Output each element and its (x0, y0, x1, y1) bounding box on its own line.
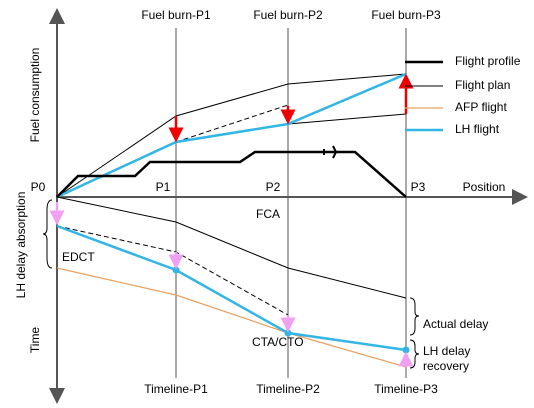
timeline-label: Timeline-P2 (256, 382, 320, 396)
y-axis-label: Time (28, 327, 42, 354)
flight-plan-fuel (56, 73, 407, 198)
position-label: P1 (156, 180, 171, 194)
position-label: P0 (31, 180, 46, 194)
brace (409, 297, 420, 336)
fuel-burn-label: Fuel burn-P3 (371, 8, 441, 22)
legend-label: LH flight (455, 122, 500, 136)
dashed-fuel (175, 104, 289, 143)
position-label: P3 (411, 180, 426, 194)
annotation: LH delay (423, 344, 470, 358)
afp-flight (56, 267, 407, 368)
brace (409, 339, 420, 369)
position-label: P2 (266, 180, 281, 194)
airplane-icon (322, 145, 342, 159)
flight-profile (56, 150, 407, 198)
annotation: FCA (256, 207, 280, 221)
pink-arrows (49, 202, 414, 367)
legend-label: Flight profile (455, 54, 521, 68)
annotation: Actual delay (423, 317, 488, 331)
timeline-label: Timeline-P3 (374, 382, 438, 396)
timeline-label: Timeline-P1 (144, 382, 208, 396)
annotation: EDCT (62, 250, 95, 264)
y-axis-label: LH delay absorption (14, 192, 28, 299)
legend-label: Flight plan (455, 78, 510, 92)
position-lines (175, 28, 407, 378)
annotation: CTA/CTO (252, 335, 304, 349)
legend-label: AFP flight (455, 100, 507, 114)
lh-flight-time (56, 224, 407, 352)
flight-plan-time (56, 196, 407, 299)
fuel-burn-label: Fuel burn-P1 (141, 8, 211, 22)
y-axis-label: Fuel consumption (28, 48, 42, 143)
brace (42, 199, 53, 269)
annotation: recovery (423, 359, 469, 373)
replan-fuel (287, 113, 407, 125)
legend: Flight profile Flight plan AFP flight LH… (405, 54, 521, 136)
x-axis-label: Position (463, 180, 506, 194)
lh-flight-fuel (56, 72, 407, 199)
fuel-burn-label: Fuel burn-P2 (253, 8, 323, 22)
